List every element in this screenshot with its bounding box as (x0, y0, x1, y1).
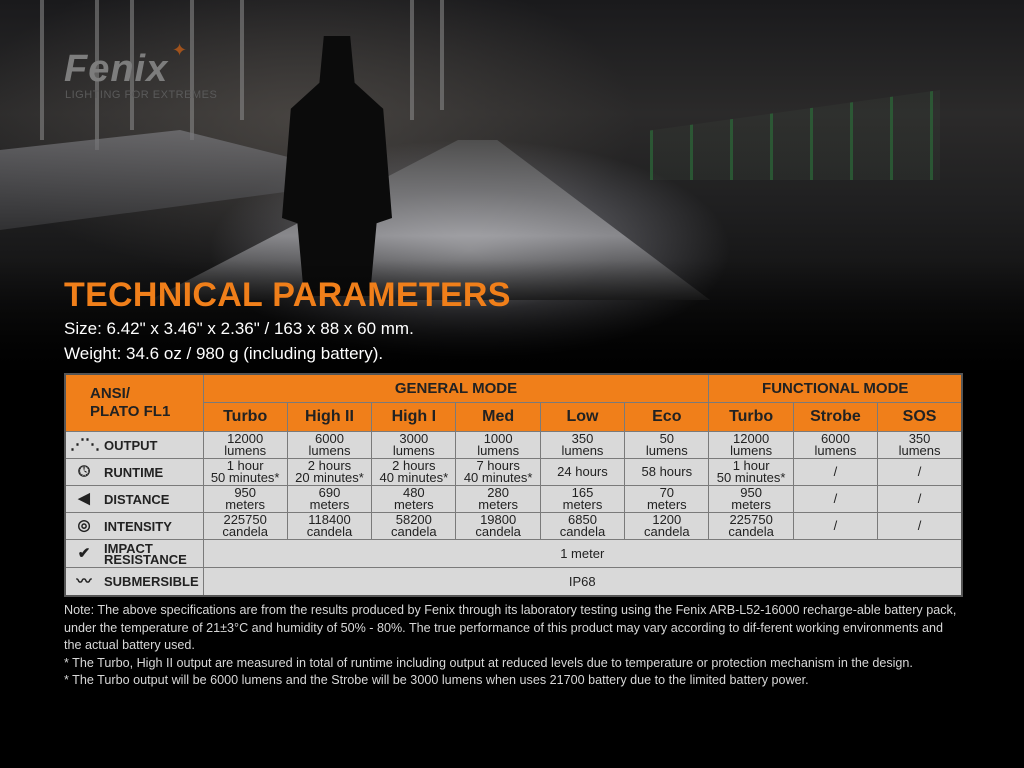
table-cell: 7 hours 40 minutes* (455, 458, 541, 486)
notes: Note: The above specifications are from … (64, 602, 964, 690)
table-cell: 12000 lumens (708, 431, 794, 459)
target-icon: ◎ (77, 517, 91, 535)
standard-header: ANSI/PLATO FL1 (64, 373, 204, 432)
row-label-text: RUNTIME (104, 464, 164, 480)
table-cell: 1000 lumens (455, 431, 541, 459)
note-turbo-runtime: * The Turbo, High II output are measured… (64, 655, 913, 670)
table-row-span: 〰 SUBMERSIBLE IP68 (64, 567, 963, 597)
table-cell: 1 hour 50 minutes* (708, 458, 794, 486)
table-cell: 2 hours 40 minutes* (371, 458, 457, 486)
table-cell: / (792, 458, 879, 486)
table-row-output: ⋰⋱ OUTPUT 12000 lumens 6000 lumens 3000 lumens 1… (64, 431, 963, 459)
mode-header: Eco (624, 402, 710, 432)
logo-star-icon: ✦ (172, 40, 188, 60)
hero-photo (0, 0, 1024, 380)
mode-header: High I (371, 402, 457, 432)
mode-header: Turbo (708, 402, 794, 432)
table-cell: / (877, 512, 963, 540)
row-label: ⋰⋱ OUTPUT (64, 431, 204, 459)
table-row-span: ✔ IMPACT RESISTANCE 1 meter (64, 539, 963, 568)
table-cell: / (792, 512, 879, 540)
table-cell: / (792, 485, 879, 513)
span-value: IP68 (202, 567, 963, 597)
mode-header: Turbo (202, 402, 288, 432)
row-label-text: SUBMERSIBLE (104, 574, 199, 590)
table-row-distance: ◀ DISTANCE 950 meters 690 meters 480 meters 280 m… (64, 485, 963, 513)
table-cell: 58 hours (624, 458, 710, 486)
table-cell: 2 hours 20 minutes* (286, 458, 373, 486)
row-label-text: DISTANCE (104, 491, 170, 507)
mode-header: SOS (877, 402, 963, 432)
size-spec: Size: 6.42" x 3.46" x 2.36" / 163 x 88 x… (64, 319, 414, 338)
distance-beam-icon: ◀ (78, 490, 90, 508)
row-label: ◀ DISTANCE (64, 485, 204, 513)
table-cell: 350 lumens (539, 431, 626, 459)
table-cell: 165 meters (539, 485, 626, 513)
mode-header: Strobe (792, 402, 879, 432)
weight-spec: Weight: 34.6 oz / 980 g (including batte… (64, 344, 384, 363)
brand-tagline: LIGHTING FOR EXTREMES (65, 89, 218, 101)
mode-header: Med (455, 402, 541, 432)
general-mode-header: GENERAL MODE (202, 373, 710, 403)
row-label: 〰 SUBMERSIBLE (64, 567, 204, 597)
table-cell: 19800 candela (455, 512, 541, 540)
table-cell: 280 meters (455, 485, 541, 513)
table-cell: 6000 lumens (792, 431, 879, 459)
table-cell: 225750 candela (708, 512, 794, 540)
impact-check-icon: ✔ (77, 544, 91, 562)
table-cell: 6000 lumens (286, 431, 373, 459)
row-label-text: INTENSITY (104, 518, 172, 534)
table-cell: 480 meters (371, 485, 457, 513)
row-label: ✔ IMPACT RESISTANCE (64, 539, 204, 568)
submersible-water-icon: 〰 (76, 572, 92, 590)
page-title: TECHNICAL PARAMETERS (64, 276, 511, 314)
row-label: ◎ INTENSITY (64, 512, 204, 540)
table-cell: 690 meters (286, 485, 373, 513)
table-cell: 1200 candela (624, 512, 710, 540)
table-cell: 70 meters (624, 485, 710, 513)
table-cell: 50 lumens (624, 431, 710, 459)
table-cell: / (877, 458, 963, 486)
table-cell: 225750 candela (202, 512, 288, 540)
brand-logo: Fenix (64, 48, 169, 90)
mode-header: Low (539, 402, 626, 432)
mode-header: High II (286, 402, 373, 432)
row-label: 🕓︎ RUNTIME (64, 458, 204, 486)
table-cell: 6850 candela (539, 512, 626, 540)
functional-mode-header: FUNCTIONAL MODE (708, 373, 963, 403)
note-main: Note: The above specifications are from … (64, 603, 957, 652)
table-cell: 24 hours (539, 458, 626, 486)
note-21700-battery: * The Turbo output will be 6000 lumens a… (64, 673, 809, 687)
table-cell: 950 meters (202, 485, 288, 513)
table-cell: 118400 candela (286, 512, 373, 540)
table-cell: 12000 lumens (202, 431, 288, 459)
spec-table: ANSI/PLATO FL1 GENERAL MODE FUNCTIONAL M… (64, 373, 963, 597)
table-cell: 350 lumens (877, 431, 963, 459)
output-rays-icon: ⋰⋱ (70, 436, 100, 454)
clock-icon: 🕓︎ (78, 463, 90, 481)
row-label-text: OUTPUT (104, 437, 158, 453)
table-row-intensity: ◎ INTENSITY 225750 candela 118400 candela 5820… (64, 512, 963, 540)
table-cell: / (877, 485, 963, 513)
table-cell: 58200 candela (371, 512, 457, 540)
table-row-runtime: 🕓︎ RUNTIME 1 hour 50 minutes* 2 hours 20 minu… (64, 458, 963, 486)
row-label-text: IMPACT RESISTANCE (104, 540, 187, 567)
table-cell: 1 hour 50 minutes* (202, 458, 288, 486)
table-cell: 950 meters (708, 485, 794, 513)
table-cell: 3000 lumens (371, 431, 457, 459)
span-value: 1 meter (202, 539, 963, 568)
